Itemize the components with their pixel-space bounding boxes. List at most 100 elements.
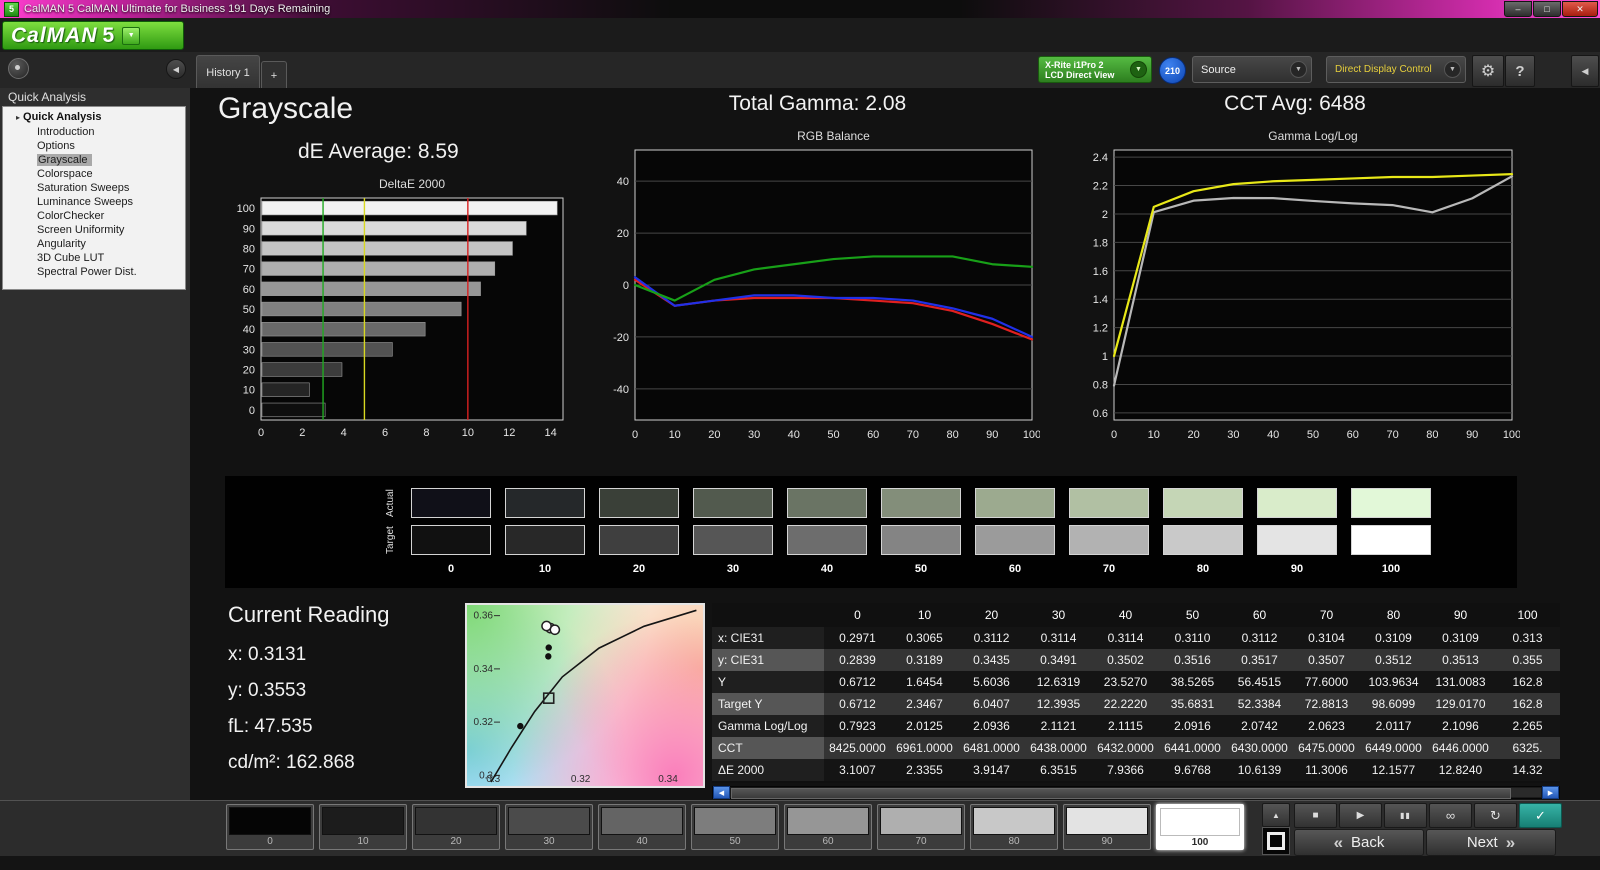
swatch-target-10 xyxy=(505,525,585,555)
table-column-header: 30 xyxy=(1025,603,1092,627)
table-cell: 0.3517 xyxy=(1226,649,1293,671)
sidebar-item-colorchecker[interactable]: ColorChecker xyxy=(3,209,185,223)
y-tick-label: 2.2 xyxy=(1093,181,1108,193)
sidebar-item-spectral-power-dist-[interactable]: Spectral Power Dist. xyxy=(3,265,185,279)
level-swatch-label: 50 xyxy=(729,836,741,847)
scroll-left-icon: ◀ xyxy=(718,789,725,797)
continuous-measure-button[interactable]: ∞ xyxy=(1429,803,1472,828)
source-dropdown[interactable]: Source ▼ xyxy=(1192,56,1312,83)
table-cell: 23.5270 xyxy=(1092,671,1159,693)
help-button[interactable]: ? xyxy=(1505,55,1535,87)
current-reading-x: x: 0.3131 xyxy=(228,644,307,665)
level-swatch-0[interactable]: 0 xyxy=(226,804,314,850)
collapse-sidebar-button[interactable]: ◀ xyxy=(166,59,186,79)
sidebar-item-3d-cube-lut[interactable]: 3D Cube LUT xyxy=(3,251,185,265)
sidebar-item-grayscale[interactable]: Grayscale xyxy=(3,153,185,167)
tab-history-1[interactable]: History 1 xyxy=(196,55,260,89)
swatch-column-label: 30 xyxy=(726,563,740,575)
tab-add-button[interactable]: + xyxy=(261,61,287,89)
x-tick-label: 0 xyxy=(632,429,638,441)
titlebar: 5 CalMAN 5 CalMAN Ultimate for Business … xyxy=(0,0,1600,18)
x-tick-label: 70 xyxy=(1386,429,1398,441)
bar xyxy=(261,301,462,317)
swatch-target-80 xyxy=(1163,525,1243,555)
sidebar-item-label: ColorChecker xyxy=(37,210,105,222)
scrollbar-thumb[interactable] xyxy=(731,788,1511,799)
scrollbar-track[interactable] xyxy=(731,788,1541,799)
collapse-panel-button[interactable]: ◀ xyxy=(1571,55,1599,87)
y-tick-label: 40 xyxy=(617,176,629,188)
close-button[interactable]: ✕ xyxy=(1562,1,1598,17)
sidebar-item-options[interactable]: Options xyxy=(3,139,185,153)
play-button[interactable]: ▶ xyxy=(1339,803,1382,828)
display-control-dropdown[interactable]: Direct Display Control ▼ xyxy=(1326,56,1466,83)
sidebar-item-angularity[interactable]: Angularity xyxy=(3,237,185,251)
table-cell: 2.0623 xyxy=(1293,715,1360,737)
back-button[interactable]: « Back xyxy=(1294,829,1424,856)
restore-button[interactable]: □ xyxy=(1533,1,1561,17)
level-swatch-60[interactable]: 60 xyxy=(784,804,872,850)
y-tick-label: 2.4 xyxy=(1093,152,1108,164)
loop-button[interactable]: ↻ xyxy=(1474,803,1517,828)
sidebar-tree-panel: ▸ Quick Analysis Introduction Options Grays… xyxy=(2,106,186,290)
x-tick-label: 60 xyxy=(1347,429,1359,441)
sidebar-item-screen-uniformity[interactable]: Screen Uniformity xyxy=(3,223,185,237)
x-tick-label: 60 xyxy=(867,429,879,441)
pattern-window-button[interactable] xyxy=(1262,827,1290,855)
level-swatch-chip xyxy=(508,807,590,835)
logo-menu-button[interactable]: ▼ xyxy=(122,26,141,45)
swatch-column-label: 60 xyxy=(1008,563,1022,575)
sidebar-item-label: Angularity xyxy=(37,238,86,250)
table-cell: 0.3513 xyxy=(1427,649,1494,671)
settings-button[interactable]: ⚙ xyxy=(1472,55,1504,87)
level-swatch-40[interactable]: 40 xyxy=(598,804,686,850)
level-swatch-10[interactable]: 10 xyxy=(319,804,407,850)
meter-dropdown[interactable]: X-Rite i1Pro 2 LCD Direct View ▼ xyxy=(1038,56,1152,83)
stop-button[interactable]: ■ xyxy=(1294,803,1337,828)
sidebar-item-saturation-sweeps[interactable]: Saturation Sweeps xyxy=(3,181,185,195)
level-swatch-label: 80 xyxy=(1008,836,1020,847)
tab-label: History 1 xyxy=(206,66,250,79)
level-swatch-100[interactable]: 100 xyxy=(1156,804,1244,850)
level-swatch-90[interactable]: 90 xyxy=(1063,804,1151,850)
table-cell: 6430.0000 xyxy=(1226,737,1293,759)
table-horizontal-scrollbar[interactable]: ◀ ▶ xyxy=(712,786,1560,799)
sidebar-item-colorspace[interactable]: Colorspace xyxy=(3,167,185,181)
level-swatch-30[interactable]: 30 xyxy=(505,804,593,850)
pause-button[interactable]: ▮▮ xyxy=(1384,803,1427,828)
sidebar-item-luminance-sweeps[interactable]: Luminance Sweeps xyxy=(3,195,185,209)
logo-number: 5 xyxy=(102,23,115,47)
category-label: 40 xyxy=(243,324,255,336)
minimize-button[interactable]: – xyxy=(1504,1,1532,17)
table-cell: 0.3112 xyxy=(1226,627,1293,649)
measured-point xyxy=(517,722,524,730)
chevron-left-icon: ◀ xyxy=(172,64,180,74)
x-tick-label: 12 xyxy=(503,427,515,439)
table-cell: 0.3065 xyxy=(891,627,958,649)
level-swatch-80[interactable]: 80 xyxy=(970,804,1058,850)
bar xyxy=(261,342,393,357)
y-tick-label: 0.6 xyxy=(1093,408,1108,420)
level-swatch-50[interactable]: 50 xyxy=(691,804,779,850)
table-cell: 2.0742 xyxy=(1226,715,1293,737)
category-label: 20 xyxy=(243,365,255,377)
swatch-column-label: 40 xyxy=(820,563,834,575)
level-swatch-70[interactable]: 70 xyxy=(877,804,965,850)
table-cell: 98.6099 xyxy=(1360,693,1427,715)
level-swatch-chip xyxy=(880,807,962,835)
level-swatch-label: 70 xyxy=(915,836,927,847)
sidebar-root-item[interactable]: ▸ Quick Analysis xyxy=(3,110,185,125)
next-button[interactable]: Next » xyxy=(1426,829,1556,856)
sidebar-item-introduction[interactable]: Introduction xyxy=(3,125,185,139)
level-swatch-20[interactable]: 20 xyxy=(412,804,500,850)
options-button[interactable] xyxy=(8,58,29,79)
category-label: 0 xyxy=(249,405,255,417)
series-blue xyxy=(633,276,1034,339)
scroll-left-button[interactable]: ◀ xyxy=(713,786,730,799)
expand-panel-button[interactable]: ▲ xyxy=(1262,803,1290,827)
bar xyxy=(261,322,426,337)
chart-title: DeltaE 2000 xyxy=(379,177,445,191)
scroll-right-button[interactable]: ▶ xyxy=(1542,786,1559,799)
accept-button[interactable]: ✓ xyxy=(1519,803,1562,828)
results-table-wrap: 0 10 20 30 40 50 60 70 80 90 100 x: CIE31 0.2971 0.30… xyxy=(712,603,1560,783)
